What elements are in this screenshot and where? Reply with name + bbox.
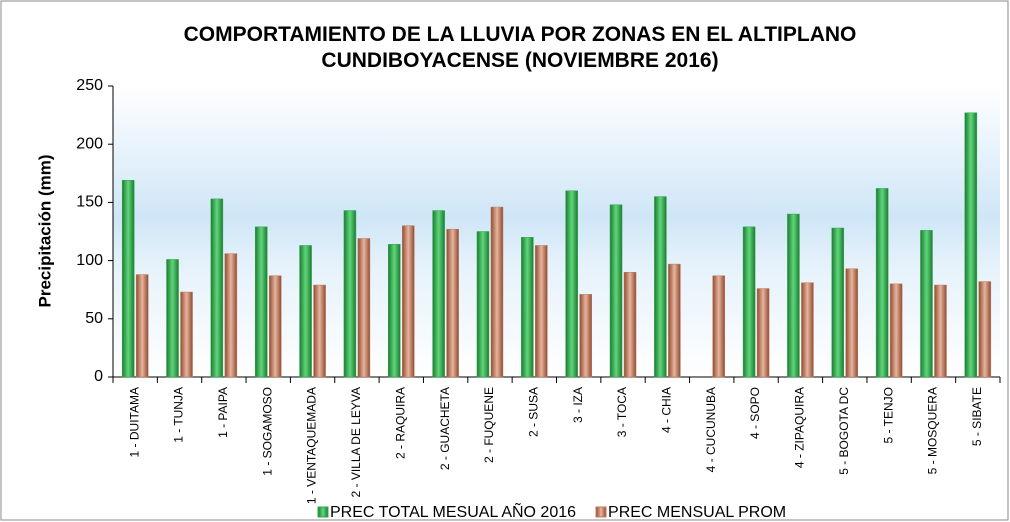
bar bbox=[432, 210, 445, 378]
x-tick-label: 1 - SOGAMOSO bbox=[260, 387, 274, 476]
bar bbox=[712, 275, 725, 378]
bar bbox=[166, 259, 179, 378]
bar bbox=[254, 226, 268, 378]
bar bbox=[180, 291, 193, 378]
y-axis-label: Precipitación (mm) bbox=[35, 154, 54, 307]
y-tick-label: 150 bbox=[76, 194, 103, 211]
bar bbox=[224, 253, 238, 378]
bar bbox=[121, 180, 135, 378]
bar bbox=[831, 227, 845, 378]
x-tick-label: 5 - TENJO bbox=[881, 387, 895, 443]
x-tick-label: 5 - BOGOTA DC bbox=[837, 387, 851, 475]
legend-label: PREC TOTAL MESUAL AÑO 2016 bbox=[330, 501, 576, 521]
bar bbox=[875, 188, 889, 378]
bar bbox=[756, 288, 770, 378]
x-tick-label: 2 - SUSA bbox=[526, 387, 540, 437]
x-tick-label: 2 - GUACHETA bbox=[438, 387, 452, 470]
x-tick-label: 4 - SOPO bbox=[748, 387, 762, 439]
y-tick-label: 100 bbox=[76, 252, 103, 269]
legend-marker bbox=[317, 506, 329, 518]
bar bbox=[402, 225, 415, 378]
x-tick-label: 2 - FUQUENE bbox=[482, 387, 496, 463]
bar bbox=[476, 231, 490, 378]
bar bbox=[268, 275, 282, 378]
x-tick-label: 2 - RAQUIRA bbox=[393, 387, 407, 459]
bar bbox=[978, 281, 992, 378]
x-tick-label: 1 - DUITAMA bbox=[127, 387, 141, 457]
x-tick-label: 4 - CUCUNUBA bbox=[704, 387, 718, 472]
bar bbox=[210, 198, 224, 378]
x-tick-label: 1 - PAIPA bbox=[216, 387, 230, 438]
x-tick-label: 1 - VENTAQUEMADA bbox=[305, 387, 319, 504]
x-tick-label: 1 - TUNJA bbox=[172, 387, 186, 443]
bar bbox=[388, 244, 401, 378]
bar bbox=[668, 263, 681, 378]
chart-title: COMPORTAMIENTO DE LA LLUVIA POR ZONAS EN… bbox=[183, 23, 857, 72]
bar bbox=[845, 268, 859, 378]
x-tick-label: 4 - CHIA bbox=[660, 387, 674, 433]
bar bbox=[654, 196, 667, 378]
bar bbox=[535, 245, 548, 378]
bar bbox=[446, 228, 459, 378]
bar bbox=[313, 284, 326, 378]
bar bbox=[934, 284, 947, 378]
bar bbox=[343, 210, 357, 378]
bar bbox=[920, 230, 933, 378]
y-tick-label: 0 bbox=[94, 368, 103, 385]
bar bbox=[964, 112, 978, 378]
bar bbox=[299, 245, 312, 378]
bar bbox=[801, 282, 814, 378]
bar bbox=[579, 294, 592, 378]
bar bbox=[565, 190, 578, 378]
legend-label: PREC MENSUAL PROM bbox=[608, 504, 786, 521]
plot-area bbox=[113, 86, 1000, 377]
y-tick-label: 50 bbox=[85, 310, 103, 327]
bar bbox=[357, 238, 371, 378]
y-tick-label: 200 bbox=[76, 135, 103, 152]
x-tick-label: 3 - TOCA bbox=[615, 387, 629, 437]
x-tick-label: 2 - VILLA DE LEYVA bbox=[349, 387, 363, 498]
y-tick-label: 250 bbox=[76, 77, 103, 94]
bar bbox=[609, 204, 623, 378]
x-tick-label: 5 - SIBATE bbox=[970, 387, 984, 446]
x-tick-label: 5 - MOSQUERA bbox=[926, 387, 940, 474]
bar bbox=[742, 226, 756, 378]
x-tick-label: 3 - IZA bbox=[571, 387, 585, 423]
x-tick-label: 4 - ZIPAQUIRA bbox=[793, 387, 807, 468]
bar bbox=[490, 206, 504, 378]
bar bbox=[889, 283, 903, 378]
bar bbox=[135, 274, 149, 378]
bar bbox=[521, 237, 534, 378]
bar bbox=[623, 271, 637, 378]
bar bbox=[787, 213, 800, 378]
legend-marker bbox=[595, 506, 607, 518]
